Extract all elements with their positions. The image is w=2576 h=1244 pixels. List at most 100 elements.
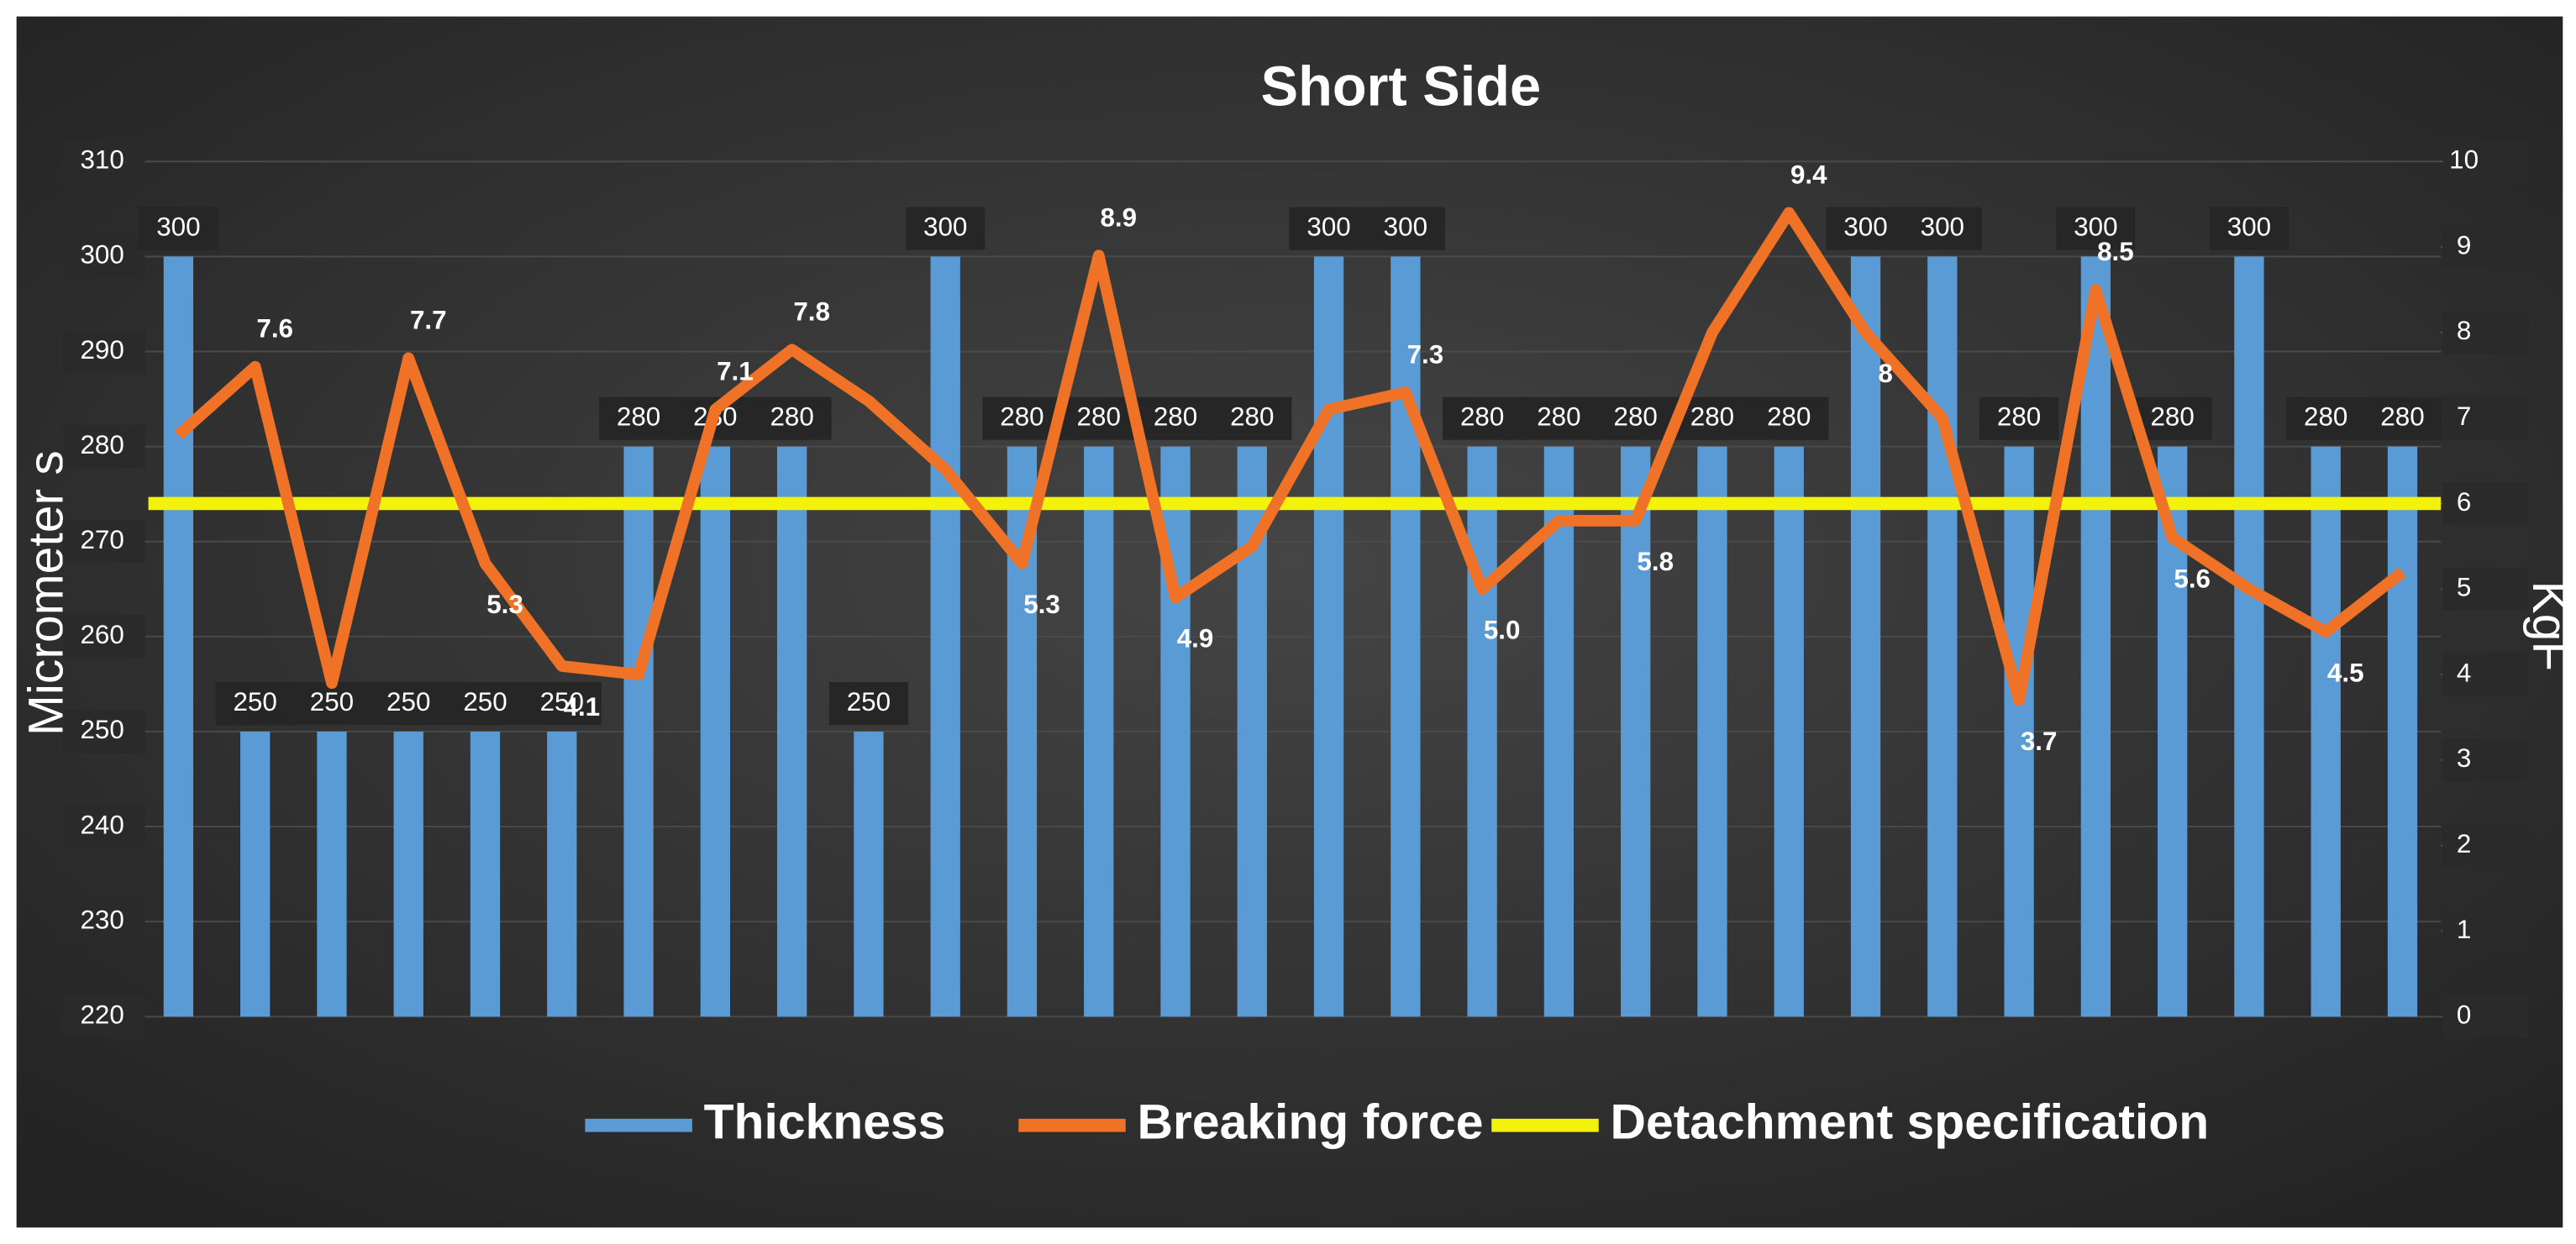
bar-label: 300 bbox=[156, 212, 200, 241]
data-label: 7.7 bbox=[410, 306, 447, 335]
y-tick-label: 230 bbox=[80, 905, 124, 934]
data-label: 4.9 bbox=[1177, 624, 1214, 653]
y-tick-label: 270 bbox=[80, 525, 124, 554]
bar-label: 300 bbox=[1384, 212, 1427, 241]
label-box bbox=[445, 682, 525, 726]
label-box bbox=[1902, 207, 1982, 250]
label-box bbox=[1212, 396, 1292, 440]
bar bbox=[854, 731, 884, 1017]
label-box bbox=[1443, 396, 1522, 440]
bar bbox=[1467, 446, 1497, 1017]
line bbox=[174, 207, 2406, 706]
label-box bbox=[1519, 396, 1599, 440]
label-box bbox=[752, 396, 832, 440]
bar bbox=[240, 731, 271, 1017]
bar-label: 280 bbox=[2150, 402, 2194, 432]
label-box bbox=[1749, 396, 1829, 440]
data-label: 4.5 bbox=[2327, 658, 2364, 687]
label-box bbox=[906, 207, 986, 250]
bar-label: 300 bbox=[2227, 212, 2271, 241]
bar-label: 250 bbox=[310, 687, 354, 716]
label-box bbox=[2209, 207, 2289, 250]
legend-label: Thickness bbox=[704, 1094, 946, 1149]
tick-box bbox=[62, 615, 145, 659]
y2-tick-label: 1 bbox=[2457, 915, 2471, 944]
bar bbox=[1697, 446, 1727, 1017]
bar-label: 300 bbox=[923, 212, 967, 241]
tick-box bbox=[2442, 311, 2529, 354]
bar-label: 280 bbox=[2380, 402, 2424, 432]
y2-tick-label: 9 bbox=[2457, 230, 2471, 260]
bar bbox=[2080, 256, 2111, 1017]
data-label: 5.6 bbox=[2174, 564, 2211, 593]
bar-label: 280 bbox=[1767, 402, 1811, 432]
bar-label: 300 bbox=[1306, 212, 1350, 241]
bar-label: 250 bbox=[233, 687, 276, 716]
label-box bbox=[2056, 207, 2136, 250]
bar bbox=[1621, 446, 1651, 1017]
label-box bbox=[1826, 207, 1906, 250]
data-label: 8 bbox=[1878, 359, 1892, 388]
bar-label: 280 bbox=[1077, 402, 1121, 432]
label-box bbox=[1135, 396, 1216, 440]
data-label: 8.9 bbox=[1100, 202, 1137, 232]
y-axis-title: Micrometer s bbox=[18, 450, 73, 736]
y2-tick-label: 6 bbox=[2457, 487, 2471, 517]
tick-box bbox=[2442, 653, 2529, 696]
tick-box bbox=[2442, 824, 2529, 868]
bar-label: 250 bbox=[540, 687, 584, 716]
tick-box bbox=[62, 329, 145, 373]
bar bbox=[393, 731, 423, 1017]
legend-label: Breaking force bbox=[1138, 1094, 1484, 1149]
bar bbox=[623, 446, 654, 1017]
label-box bbox=[139, 207, 218, 250]
data-label: 3.7 bbox=[2021, 727, 2058, 756]
label-box bbox=[2286, 396, 2366, 440]
label-box bbox=[982, 396, 1062, 440]
data-label: 5.0 bbox=[1484, 616, 1521, 645]
tick-box bbox=[2442, 396, 2529, 440]
bar-label: 280 bbox=[770, 402, 813, 432]
tick-box bbox=[2442, 225, 2529, 269]
bar-label: 280 bbox=[2304, 402, 2347, 432]
tick-box bbox=[62, 520, 145, 564]
label-box bbox=[1289, 207, 1369, 250]
bar bbox=[2004, 446, 2034, 1017]
data-label: 7.6 bbox=[256, 314, 293, 344]
bar-label: 250 bbox=[847, 687, 891, 716]
data-label: 5.3 bbox=[486, 590, 523, 619]
bar-label: 250 bbox=[463, 687, 507, 716]
data-label: 7.3 bbox=[1407, 339, 1444, 369]
bar bbox=[1391, 256, 1421, 1017]
bar-label: 280 bbox=[1614, 402, 1658, 432]
bar bbox=[930, 256, 960, 1017]
tick-box bbox=[62, 139, 145, 183]
tick-box bbox=[2442, 139, 2529, 183]
label-box bbox=[828, 682, 908, 726]
bar-label: 280 bbox=[1460, 402, 1504, 432]
y-tick-label: 250 bbox=[80, 715, 124, 744]
tick-box bbox=[2442, 909, 2529, 953]
bar bbox=[547, 731, 577, 1017]
label-box bbox=[1365, 207, 1445, 250]
label-box bbox=[598, 396, 679, 440]
tick-box bbox=[62, 710, 145, 753]
bar bbox=[317, 731, 347, 1017]
tick-box bbox=[2442, 738, 2529, 782]
y2-tick-label: 0 bbox=[2457, 1000, 2471, 1030]
bar bbox=[2387, 446, 2418, 1017]
bar-label: 300 bbox=[1921, 212, 1964, 241]
y2-tick-label: 5 bbox=[2457, 573, 2471, 602]
bar-label: 280 bbox=[617, 402, 660, 432]
label-box bbox=[2132, 396, 2212, 440]
label-box bbox=[522, 682, 602, 726]
bar bbox=[1774, 446, 1804, 1017]
label-box bbox=[215, 682, 295, 726]
bar bbox=[2234, 256, 2264, 1017]
y-tick-label: 300 bbox=[80, 240, 124, 270]
bar bbox=[700, 446, 731, 1017]
tick-box bbox=[62, 234, 145, 278]
data-label: 9.4 bbox=[1790, 160, 1827, 189]
